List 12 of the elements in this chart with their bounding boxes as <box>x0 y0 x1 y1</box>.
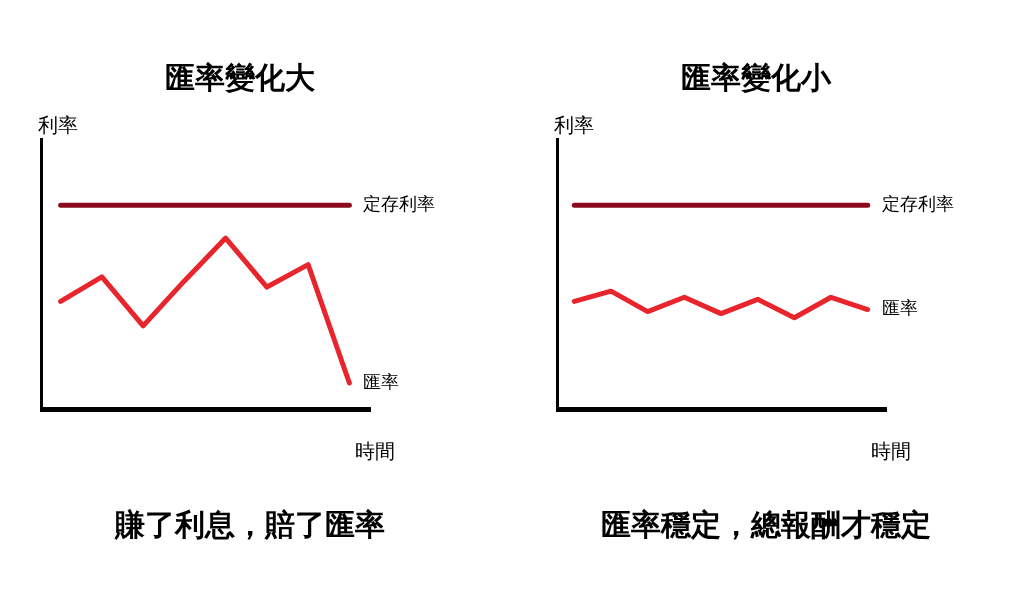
series-label: 匯率 <box>363 370 400 392</box>
series-label: 定存利率 <box>881 193 954 215</box>
series-label: 定存利率 <box>363 193 436 215</box>
text: 匯率穩定，總報酬才穩定 <box>600 506 932 544</box>
y-axis-title: 利率 <box>38 112 78 139</box>
y-axis-title: 利率 <box>554 112 594 139</box>
x-axis-title: 時間 <box>871 438 911 465</box>
chart-title: 匯率變化小 <box>680 59 833 97</box>
series-label: 匯率 <box>881 297 918 319</box>
x-axis-title: 時間 <box>355 438 395 465</box>
chart-title: 匯率變化大 <box>164 59 316 97</box>
text: 賺了利息，賠了匯率 <box>113 506 386 544</box>
